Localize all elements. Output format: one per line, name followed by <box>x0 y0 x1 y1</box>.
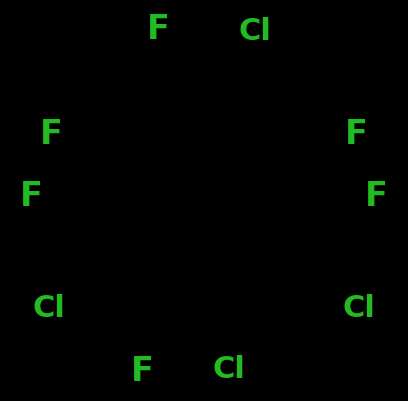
Text: F: F <box>20 180 43 213</box>
Text: F: F <box>345 118 368 151</box>
Text: F: F <box>146 13 169 46</box>
Text: Cl: Cl <box>343 294 376 323</box>
Text: Cl: Cl <box>239 17 272 46</box>
Text: F: F <box>131 355 154 388</box>
Text: Cl: Cl <box>32 294 65 323</box>
Text: Cl: Cl <box>212 355 245 384</box>
Text: F: F <box>365 180 388 213</box>
Text: F: F <box>40 118 63 151</box>
